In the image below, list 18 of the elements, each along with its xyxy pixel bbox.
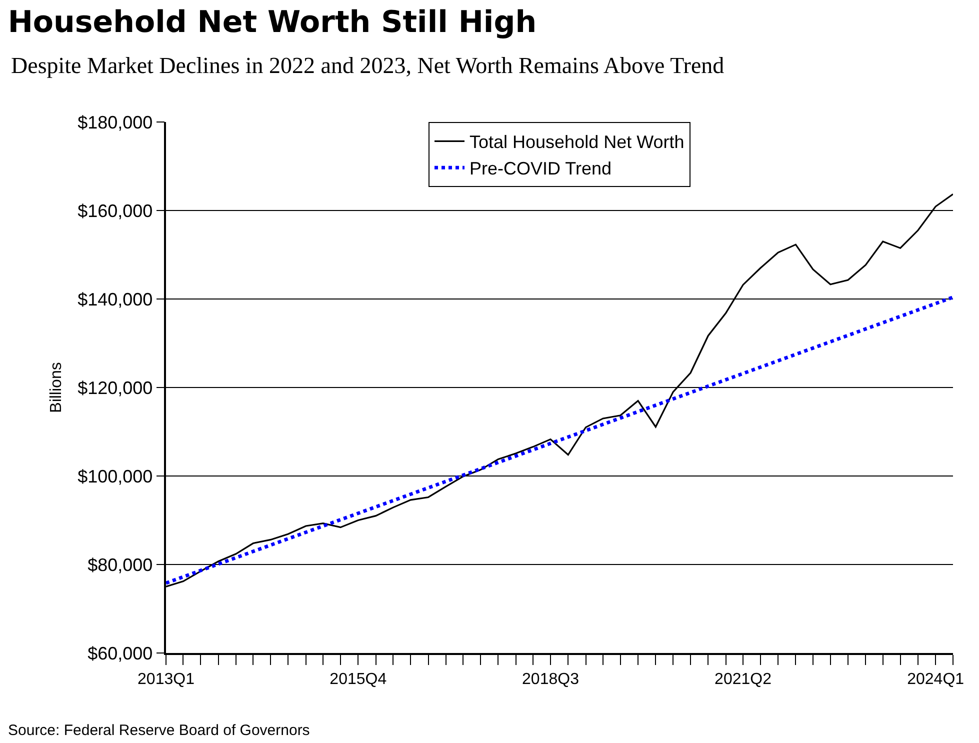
y-tick-label: $140,000 [78, 289, 153, 310]
y-tick-label: $160,000 [78, 200, 153, 221]
source-note: Source: Federal Reserve Board of Governors [8, 722, 310, 739]
y-axis-title: Billions [48, 362, 65, 413]
x-tick-label: 2024Q1 [907, 670, 964, 688]
chart-subtitle: Despite Market Declines in 2022 and 2023, Net Worth Remains Above Trend [11, 53, 725, 78]
x-tick-label: 2013Q1 [138, 670, 195, 688]
y-tick-label: $180,000 [78, 112, 153, 132]
legend-label: Total Household Net Worth [470, 132, 684, 152]
x-tick-label: 2015Q4 [330, 670, 387, 688]
y-tick-label: $60,000 [88, 643, 153, 664]
y-tick-label: $120,000 [78, 378, 153, 398]
chart-title: Household Net Worth Still High [8, 5, 537, 40]
y-tick-label: $80,000 [88, 554, 153, 575]
y-tick-label: $100,000 [78, 466, 153, 486]
x-tick-label: 2021Q2 [714, 670, 772, 688]
legend-label: Pre-COVID Trend [470, 158, 612, 179]
x-tick-label: 2018Q3 [522, 670, 580, 688]
